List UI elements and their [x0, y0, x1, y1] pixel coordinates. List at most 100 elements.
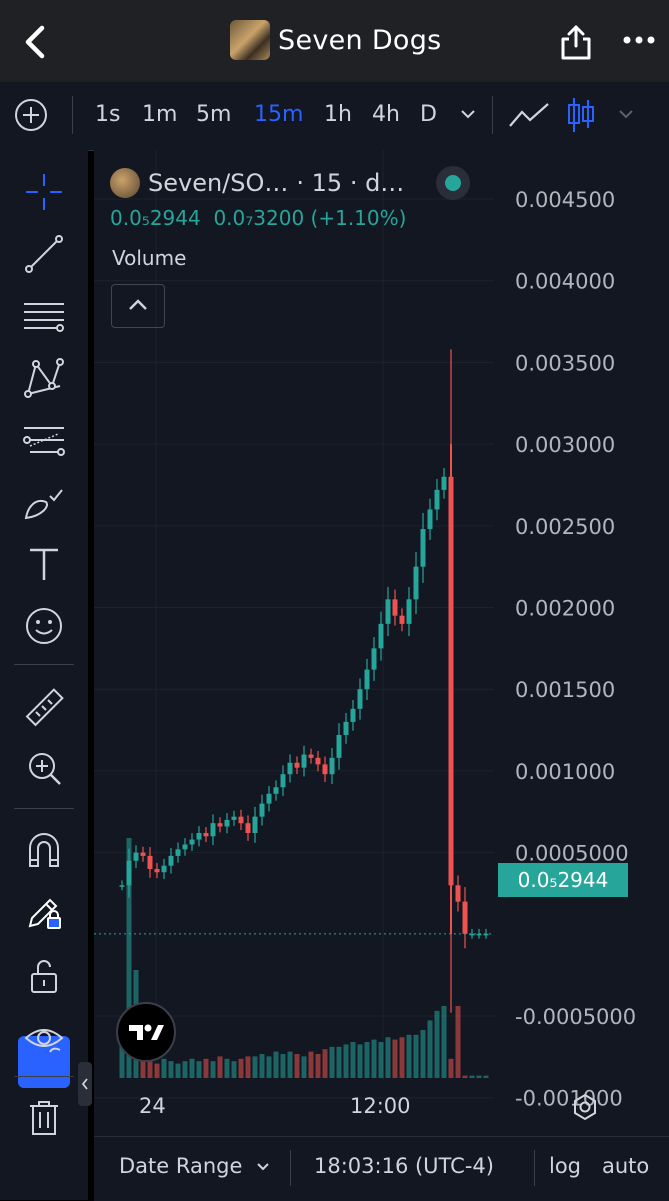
- volume-bar: [448, 1058, 454, 1078]
- timeframe-1h[interactable]: 1h: [324, 102, 352, 127]
- y-tick-label: 0.002000: [515, 597, 615, 621]
- volume-bar: [406, 1034, 412, 1078]
- toolbar-divider: [14, 808, 74, 809]
- unlock-icon[interactable]: [22, 954, 66, 998]
- ruler-icon[interactable]: [22, 686, 66, 730]
- toolbar-divider: [14, 664, 74, 665]
- chart-legend[interactable]: Seven/SO… · 15 · d…: [110, 166, 404, 200]
- candle-body: [343, 721, 349, 735]
- chevron-down-icon[interactable]: [618, 108, 634, 120]
- y-tick-label: 0.0005000: [515, 842, 629, 866]
- volume-bar: [462, 1075, 468, 1078]
- fib-icon[interactable]: [22, 418, 66, 462]
- candle-body: [126, 860, 132, 886]
- lock-drawings-icon[interactable]: [22, 890, 66, 934]
- candle-body: [203, 833, 209, 837]
- volume-bar: [224, 1058, 230, 1078]
- candle-body: [231, 816, 237, 820]
- candle-body: [350, 708, 356, 722]
- collapse-toolbar-handle[interactable]: [78, 1062, 92, 1106]
- bottom-divider: [290, 1150, 291, 1186]
- timeframe-d[interactable]: D: [420, 102, 437, 127]
- chart-pane[interactable]: 0.004500 0.004000 0.003500 0.003000 0.002500…: [94, 150, 669, 1200]
- brush-icon[interactable]: [22, 480, 66, 524]
- volume-bar: [315, 1054, 321, 1078]
- volume-bar: [308, 1051, 314, 1078]
- drawing-toolbar: [0, 150, 88, 1200]
- volume-bar: [364, 1042, 370, 1078]
- trend-line-icon[interactable]: [22, 232, 66, 276]
- gear-icon[interactable]: [570, 1092, 600, 1122]
- collapse-legend-button[interactable]: [111, 284, 165, 328]
- volume-bar: [259, 1054, 265, 1078]
- volume-bar: [350, 1042, 356, 1078]
- volume-bar: [196, 1061, 202, 1078]
- chevron-down-icon[interactable]: [256, 1162, 270, 1172]
- y-tick-label: -0.001000: [515, 1087, 623, 1111]
- bottom-bar: [94, 1136, 669, 1201]
- auto-scale-toggle[interactable]: auto: [602, 1154, 650, 1178]
- back-chevron-icon[interactable]: [18, 22, 52, 62]
- timeframe-15m[interactable]: 15m: [254, 102, 304, 127]
- toolbar-divider: [72, 96, 73, 134]
- candle-body: [294, 762, 300, 768]
- more-icon[interactable]: [622, 30, 656, 50]
- clock-timezone[interactable]: 18:03:16 (UTC-4): [314, 1154, 494, 1178]
- volume-bar: [392, 1039, 398, 1078]
- volume-bar: [441, 1006, 447, 1078]
- chevron-up-icon: [129, 299, 147, 310]
- y-tick-label: 0.004500: [515, 188, 615, 212]
- symbol-interval[interactable]: · 15 · d…: [296, 169, 405, 197]
- candle-body: [224, 819, 230, 827]
- candle-body: [469, 933, 475, 936]
- volume-bar: [273, 1051, 279, 1078]
- price-chart[interactable]: 0.004500 0.004000 0.003500 0.003000 0.002500…: [94, 150, 669, 1200]
- time-label-24: 24: [139, 1094, 166, 1118]
- timeframe-1s[interactable]: 1s: [95, 102, 121, 127]
- tradingview-logo[interactable]: [116, 1002, 176, 1062]
- trash-icon[interactable]: [22, 1096, 66, 1140]
- timeframe-1m[interactable]: 1m: [142, 102, 178, 127]
- line-chart-icon[interactable]: [508, 100, 550, 130]
- candlestick-chart-icon[interactable]: [566, 96, 596, 134]
- candle-body: [266, 793, 272, 804]
- text-icon[interactable]: [22, 542, 66, 586]
- candle-body: [315, 757, 321, 765]
- candle-body: [406, 599, 412, 624]
- pattern-icon[interactable]: [22, 356, 66, 400]
- chevron-down-icon[interactable]: [460, 108, 476, 120]
- candle-body: [336, 734, 342, 758]
- volume-label[interactable]: Volume: [112, 246, 187, 270]
- volume-bar: [420, 1030, 426, 1078]
- y-tick-label: 0.002500: [515, 515, 615, 539]
- candle-body: [217, 823, 223, 827]
- candle-body: [175, 849, 181, 856]
- candle-body: [357, 689, 363, 709]
- share-icon[interactable]: [558, 22, 594, 62]
- timeframe-4h[interactable]: 4h: [372, 102, 400, 127]
- magnet-icon[interactable]: [22, 828, 66, 872]
- candle-body: [455, 885, 461, 902]
- add-indicator-plus-icon[interactable]: [14, 98, 48, 132]
- volume-bar: [210, 1061, 216, 1078]
- volume-bar: [294, 1054, 300, 1078]
- app-header: Seven Dogs: [0, 0, 669, 82]
- log-scale-toggle[interactable]: log: [549, 1154, 582, 1178]
- symbol-name[interactable]: Seven/SO…: [148, 169, 289, 197]
- eye-icon[interactable]: [22, 1016, 66, 1060]
- chevron-left-icon: [81, 1078, 88, 1090]
- date-range-button[interactable]: Date Range: [119, 1154, 243, 1178]
- candle-body: [371, 648, 377, 670]
- emoji-icon[interactable]: [22, 604, 66, 648]
- volume-bar: [161, 1058, 167, 1078]
- market-status-dot[interactable]: [436, 166, 470, 200]
- candle-body: [364, 669, 370, 690]
- volume-bar: [287, 1051, 293, 1078]
- crosshair-icon[interactable]: [22, 170, 66, 214]
- y-tick-label: 0.001000: [515, 760, 615, 784]
- timeframe-5m[interactable]: 5m: [196, 102, 232, 127]
- horizontal-lines-icon[interactable]: [22, 294, 66, 338]
- zoom-in-icon[interactable]: [22, 746, 66, 790]
- volume-bar: [455, 1006, 461, 1078]
- volume-bar: [427, 1020, 433, 1078]
